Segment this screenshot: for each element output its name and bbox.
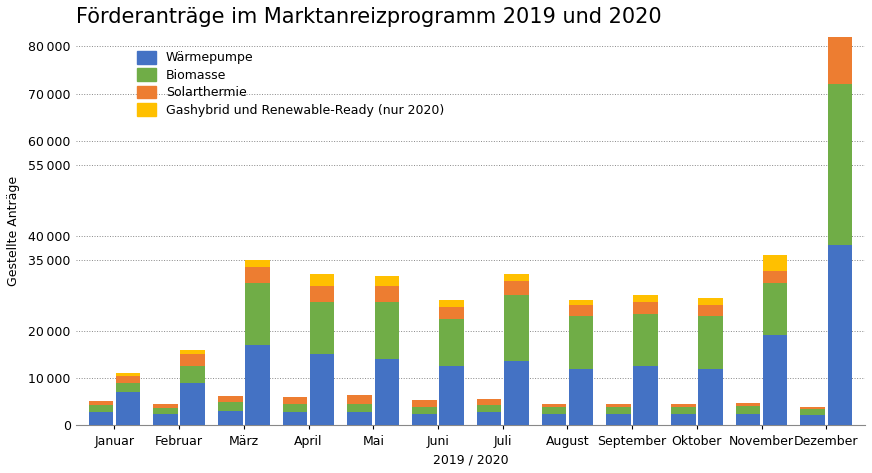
Bar — [310, 354, 335, 426]
Bar — [763, 283, 787, 335]
Bar — [347, 395, 372, 403]
Bar — [698, 298, 723, 305]
Bar — [153, 408, 178, 413]
Bar — [375, 302, 399, 359]
Bar — [439, 307, 464, 319]
Bar — [569, 368, 593, 426]
Bar — [181, 383, 205, 426]
Bar — [412, 400, 437, 406]
Bar — [477, 412, 501, 426]
Bar — [116, 376, 140, 383]
Bar — [800, 415, 825, 426]
Bar — [439, 300, 464, 307]
Bar — [439, 366, 464, 426]
Bar — [245, 267, 269, 283]
Bar — [218, 402, 242, 411]
Bar — [569, 300, 593, 305]
Bar — [181, 366, 205, 383]
Bar — [116, 373, 140, 376]
Bar — [800, 407, 825, 409]
Bar — [375, 359, 399, 426]
Bar — [736, 403, 760, 406]
Bar — [218, 396, 242, 402]
Bar — [542, 403, 566, 407]
Text: Förderanträge im Marktanreizprogramm 2019 und 2020: Förderanträge im Marktanreizprogramm 201… — [76, 7, 661, 27]
Bar — [633, 314, 658, 366]
Bar — [153, 404, 178, 408]
Bar — [310, 302, 335, 354]
Bar — [671, 407, 696, 413]
Bar — [504, 295, 528, 361]
Bar — [569, 305, 593, 316]
Bar — [116, 392, 140, 426]
Bar — [283, 403, 307, 412]
Bar — [89, 405, 113, 412]
Bar — [671, 413, 696, 426]
Bar — [153, 413, 178, 426]
Bar — [698, 305, 723, 316]
Bar — [698, 316, 723, 368]
Bar — [828, 245, 852, 426]
Bar — [310, 274, 335, 286]
Bar — [633, 302, 658, 314]
Bar — [375, 286, 399, 302]
Bar — [477, 405, 501, 412]
Bar — [828, 84, 852, 245]
Bar — [116, 383, 140, 392]
X-axis label: 2019 / 2020: 2019 / 2020 — [433, 453, 508, 466]
Bar — [245, 283, 269, 345]
Bar — [763, 272, 787, 283]
Bar — [283, 412, 307, 426]
Bar — [504, 281, 528, 295]
Bar — [218, 411, 242, 426]
Bar — [698, 368, 723, 426]
Legend: Wärmepumpe, Biomasse, Solarthermie, Gashybrid und Renewable-Ready (nur 2020): Wärmepumpe, Biomasse, Solarthermie, Gash… — [137, 51, 444, 117]
Bar — [347, 412, 372, 426]
Bar — [606, 407, 630, 413]
Bar — [89, 401, 113, 405]
Bar — [310, 286, 335, 302]
Bar — [569, 316, 593, 368]
Bar — [375, 276, 399, 286]
Bar — [828, 20, 852, 37]
Bar — [283, 396, 307, 403]
Bar — [89, 412, 113, 426]
Bar — [606, 404, 630, 407]
Bar — [181, 354, 205, 366]
Bar — [412, 406, 437, 413]
Bar — [800, 409, 825, 415]
Bar — [763, 255, 787, 272]
Bar — [412, 413, 437, 426]
Bar — [736, 413, 760, 426]
Bar — [439, 319, 464, 366]
Bar — [477, 399, 501, 405]
Bar — [671, 404, 696, 407]
Bar — [504, 361, 528, 426]
Bar — [347, 403, 372, 412]
Bar — [181, 350, 205, 354]
Bar — [504, 274, 528, 281]
Bar — [542, 413, 566, 426]
Bar — [245, 260, 269, 267]
Bar — [542, 407, 566, 413]
Bar — [633, 295, 658, 302]
Bar — [606, 413, 630, 426]
Bar — [633, 366, 658, 426]
Bar — [736, 406, 760, 413]
Bar — [763, 335, 787, 426]
Bar — [828, 37, 852, 84]
Bar — [245, 345, 269, 426]
Y-axis label: Gestellte Anträge: Gestellte Anträge — [7, 176, 20, 286]
